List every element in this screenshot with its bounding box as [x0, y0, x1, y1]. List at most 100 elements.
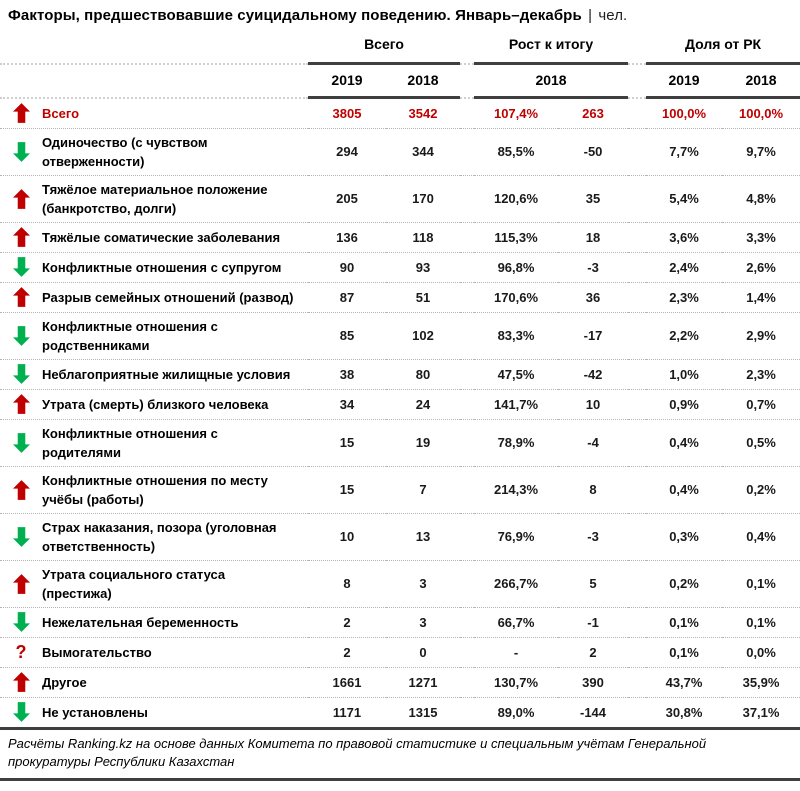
table-row: Конфликтные отношения с супругом 90 93 9… [0, 252, 800, 283]
column-gap [628, 560, 647, 608]
factor-column-subheader [0, 63, 308, 99]
source-note: Расчёты Ranking.kz на основе данных Коми… [0, 730, 800, 781]
share-2018-value: 100,0% [722, 97, 800, 129]
share-2019-value: 43,7% [646, 667, 723, 698]
table-row: Конфликтные отношения с родителями 15 19… [0, 419, 800, 467]
share-2018-value: 0,5% [722, 419, 800, 467]
factor-label: Вымогательство [42, 644, 152, 660]
column-gap [628, 97, 647, 129]
growth-pct-value: 83,3% [474, 312, 559, 360]
column-gap [460, 252, 475, 283]
column-gap [628, 637, 647, 668]
growth-pct-value: 107,4% [474, 97, 559, 129]
column-gap [460, 637, 475, 668]
growth-pct-value: 78,9% [474, 419, 559, 467]
column-gap [460, 466, 475, 514]
up-arrow-icon [12, 394, 30, 415]
factor-label: Не установлены [42, 704, 148, 720]
share-2019-value: 0,2% [646, 560, 723, 608]
growth-pct-value: 266,7% [474, 560, 559, 608]
title-separator: | [588, 7, 593, 24]
growth-abs-value: -3 [558, 252, 629, 283]
share-2018-value: 37,1% [722, 697, 800, 730]
growth-pct-value: 115,3% [474, 222, 559, 253]
column-gap [628, 667, 647, 698]
share-2018-value: 0,7% [722, 389, 800, 420]
share-2018-value: 0,1% [722, 560, 800, 608]
down-arrow-icon [12, 526, 30, 547]
growth-abs-value: 5 [558, 560, 629, 608]
share-2018-value: 0,1% [722, 607, 800, 638]
column-gap [628, 282, 647, 313]
column-gap [628, 389, 647, 420]
table-row: Всего 3805 3542 107,4% 263 100,0% 100,0% [0, 97, 800, 129]
factor-label: Одиночество (с чувством отверженности) [42, 134, 208, 169]
growth-pct-value: 141,7% [474, 389, 559, 420]
table-body: Всего 3805 3542 107,4% 263 100,0% 100,0%… [0, 97, 800, 730]
column-gap [628, 513, 647, 561]
total-2019-value: 136 [308, 222, 386, 253]
total-2018-value: 118 [386, 222, 461, 253]
total-2018-value: 0 [386, 637, 461, 668]
total-2019-value: 2 [308, 637, 386, 668]
down-arrow-icon [12, 702, 30, 723]
up-arrow-icon [12, 573, 30, 594]
growth-abs-value: -42 [558, 359, 629, 390]
factor-label: Всего [42, 105, 80, 121]
total-2019-value: 3805 [308, 97, 386, 129]
total-2019-value: 294 [308, 128, 386, 176]
question-mark-icon: ? [15, 642, 27, 662]
share-2019-value: 2,3% [646, 282, 723, 313]
growth-pct-value: 120,6% [474, 175, 559, 223]
table-row: Утрата социального статуса (престижа) 8 … [0, 560, 800, 608]
column-gap [628, 222, 647, 253]
growth-pct-value: 85,5% [474, 128, 559, 176]
column-gap [628, 359, 647, 390]
column-gap [460, 560, 475, 608]
total-2019-value: 34 [308, 389, 386, 420]
column-gap [460, 29, 475, 65]
column-group-share: Доля от РК [646, 29, 800, 65]
growth-pct-value: 89,0% [474, 697, 559, 730]
growth-abs-value: 390 [558, 667, 629, 698]
total-2018-value: 1271 [386, 667, 461, 698]
column-gap [460, 359, 475, 390]
table-row: Неблагоприятные жилищные условия 38 80 4… [0, 359, 800, 390]
up-arrow-icon [12, 227, 30, 248]
growth-abs-value: -144 [558, 697, 629, 730]
growth-abs-value: 35 [558, 175, 629, 223]
growth-pct-value: 170,6% [474, 282, 559, 313]
share-2019-value: 0,9% [646, 389, 723, 420]
share-2019-value: 0,1% [646, 607, 723, 638]
factor-label: Другое [42, 674, 87, 690]
column-gap [628, 419, 647, 467]
share-2018-value: 4,8% [722, 175, 800, 223]
share-2018-value: 3,3% [722, 222, 800, 253]
factor-label: Тяжёлое материальное положение (банкротс… [42, 181, 268, 216]
total-2018-header: 2018 [386, 63, 461, 99]
share-2019-value: 5,4% [646, 175, 723, 223]
column-gap [628, 607, 647, 638]
page-title: Факторы, предшествовавшие суицидальному … [0, 0, 800, 29]
total-2019-value: 85 [308, 312, 386, 360]
column-gap [460, 128, 475, 176]
column-gap [460, 419, 475, 467]
table-row: Разрыв семейных отношений (развод) 87 51… [0, 282, 800, 313]
table-row: Страх наказания, позора (уголовная ответ… [0, 513, 800, 561]
column-gap [460, 222, 475, 253]
column-gap [628, 466, 647, 514]
table-row: Конфликтные отношения по месту учёбы (ра… [0, 466, 800, 514]
total-2018-value: 3542 [386, 97, 461, 129]
title-unit: чел. [598, 7, 628, 24]
up-arrow-icon [12, 287, 30, 308]
total-2018-value: 51 [386, 282, 461, 313]
factor-label: Страх наказания, позора (уголовная ответ… [42, 519, 277, 554]
column-gap [460, 389, 475, 420]
up-arrow-icon [12, 103, 30, 124]
up-arrow-icon [12, 188, 30, 209]
down-arrow-icon [12, 257, 30, 278]
growth-pct-value: 47,5% [474, 359, 559, 390]
factor-label: Конфликтные отношения по месту учёбы (ра… [42, 472, 268, 507]
share-2019-value: 0,3% [646, 513, 723, 561]
growth-abs-value: 8 [558, 466, 629, 514]
